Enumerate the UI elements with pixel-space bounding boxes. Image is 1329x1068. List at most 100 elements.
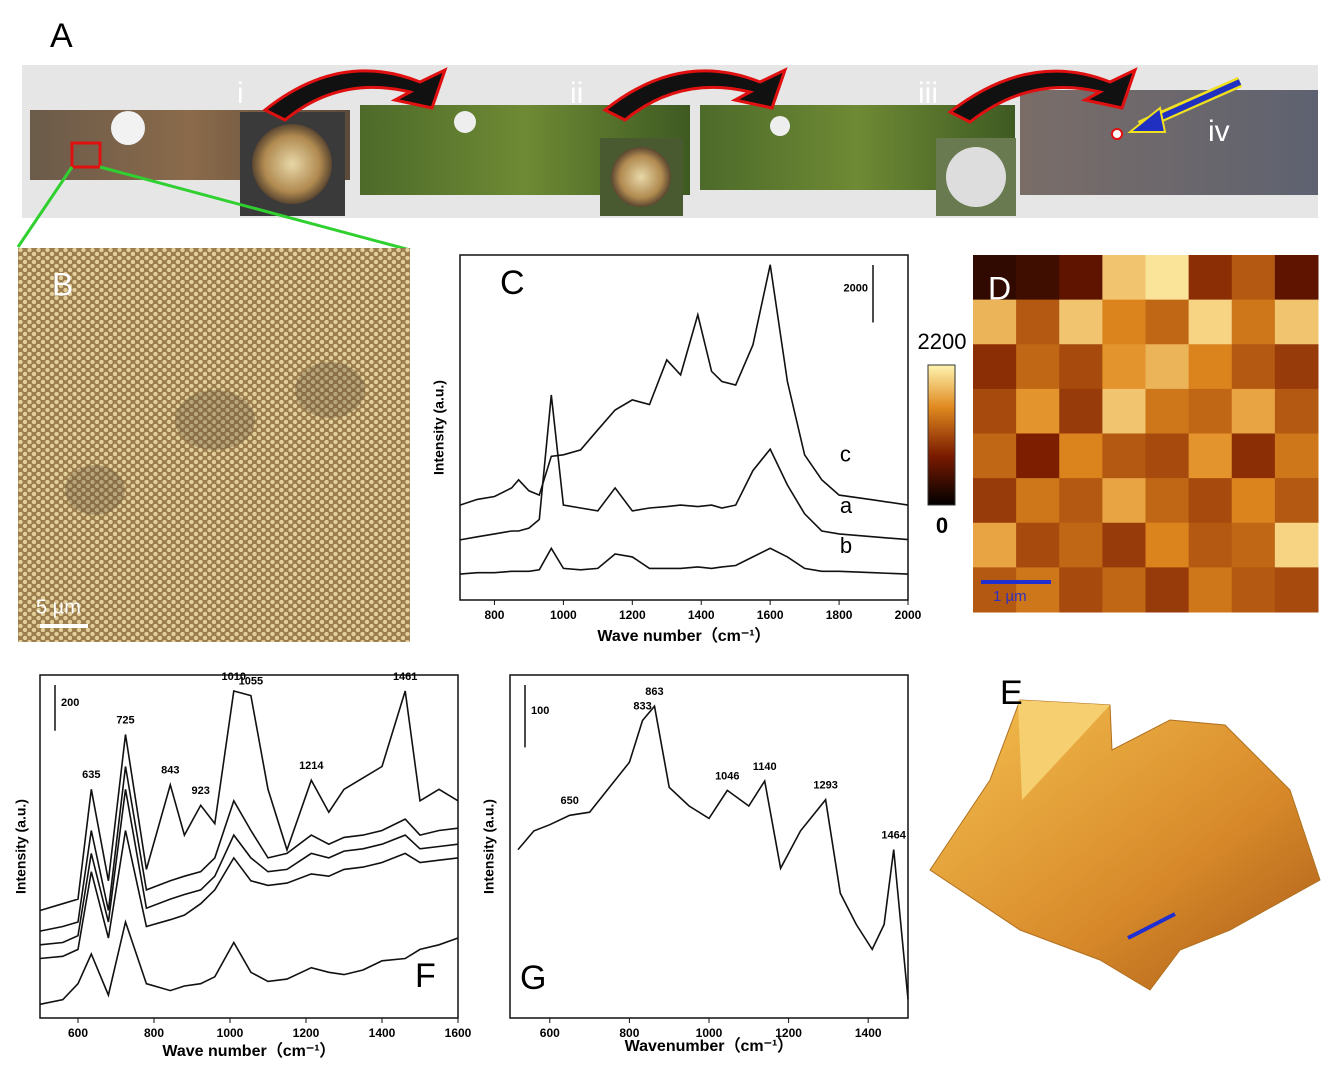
heat-cell: [1189, 478, 1233, 523]
heat-cell: [1146, 478, 1190, 523]
y-axis-label: Intensity (a.u.): [431, 380, 447, 475]
x-tick-label: 1400: [688, 608, 715, 622]
peak-label: 833: [633, 700, 651, 712]
heat-cell: [1059, 523, 1103, 568]
x-tick-label: 800: [484, 608, 504, 622]
heat-cell: [973, 389, 1017, 434]
peak-label: 1140: [753, 761, 777, 773]
heat-cell: [973, 344, 1017, 389]
x-axis-label: Wave number（cm⁻¹）: [162, 1042, 335, 1060]
y-axis-label: Intensity (a.u.): [13, 799, 29, 894]
marker: [1112, 129, 1122, 139]
series-line: [518, 706, 908, 999]
defect: [295, 362, 365, 418]
drop: [252, 124, 332, 204]
droplet: [770, 116, 790, 136]
series-label: b: [840, 533, 852, 558]
heat-cell: [1189, 389, 1233, 434]
x-tick-label: 600: [540, 1026, 560, 1040]
step-label: iii: [918, 77, 938, 110]
heat-cell: [1146, 434, 1190, 479]
panel-label: F: [415, 957, 436, 995]
panel-e: E: [930, 674, 1320, 990]
heat-cell: [973, 523, 1017, 568]
heat-cell: [1016, 523, 1060, 568]
heat-cell: [1016, 255, 1060, 300]
peak-label: 1046: [715, 770, 739, 782]
heat-cell: [1102, 255, 1146, 300]
heat-cell: [1189, 434, 1233, 479]
plot: 800100012001400160018002000Wave number（c…: [431, 255, 922, 645]
heat-cell: [1232, 344, 1276, 389]
substrate: [1020, 90, 1318, 195]
panel-label: D: [988, 270, 1011, 306]
heat-cell: [1059, 567, 1103, 612]
step-label: iv: [1208, 115, 1230, 148]
heat-cell: [1275, 255, 1319, 300]
series-line: [460, 265, 908, 505]
heat-cell: [1232, 389, 1276, 434]
x-tick-label: 1000: [550, 608, 577, 622]
x-tick-label: 1200: [293, 1026, 320, 1040]
colorbar: [928, 365, 955, 505]
panel-label: B: [52, 266, 73, 302]
x-tick-label: 1600: [445, 1026, 472, 1040]
heat-cell: [1275, 567, 1319, 612]
heat-cell: [1102, 344, 1146, 389]
panel-a: A i ii iii iv: [18, 17, 1318, 250]
colorbar-label: 2200: [918, 329, 967, 354]
peak-label: 1055: [239, 675, 263, 687]
defect: [175, 390, 255, 450]
step-label: i: [237, 77, 244, 110]
heat-cell: [1189, 523, 1233, 568]
peak-label: 1464: [881, 830, 906, 842]
heat-cell: [1059, 344, 1103, 389]
heat-cell: [1102, 389, 1146, 434]
scale-bar-label: 2000: [844, 283, 868, 295]
heat-cell: [1275, 434, 1319, 479]
x-tick-label: 1000: [217, 1026, 244, 1040]
plot-frame: [510, 675, 908, 1018]
heat-cell: [1059, 255, 1103, 300]
peak-label: 1214: [299, 760, 324, 772]
heat-cell: [1275, 300, 1319, 345]
scale-bar-label: 100: [531, 705, 549, 717]
heat-cell: [1146, 255, 1190, 300]
x-tick-label: 1400: [369, 1026, 396, 1040]
heat-cell: [1016, 389, 1060, 434]
scale-bar-label: 200: [61, 697, 79, 709]
heat-cell: [1016, 478, 1060, 523]
heat-cell: [1059, 300, 1103, 345]
heat-cell: [1189, 255, 1233, 300]
x-axis-label: Wave number（cm⁻¹）: [597, 627, 770, 645]
series-line: [40, 789, 458, 945]
heat-cell: [973, 434, 1017, 479]
heat-cell: [1102, 478, 1146, 523]
heat-cell: [1059, 389, 1103, 434]
heat-cell: [1275, 389, 1319, 434]
heatmap: D 1 µm 0 2200: [918, 255, 1319, 613]
heat-cell: [973, 478, 1017, 523]
peak-label: 863: [645, 686, 663, 698]
heat-cell: [1232, 300, 1276, 345]
heat-cell: [1102, 434, 1146, 479]
heat-cell: [1102, 523, 1146, 568]
x-axis-label: Wavenumber（cm⁻¹）: [625, 1037, 794, 1055]
heat-cell: [1146, 389, 1190, 434]
heat-cell: [1232, 567, 1276, 612]
x-tick-label: 600: [68, 1026, 88, 1040]
heat-cell: [1146, 523, 1190, 568]
y-axis-label: Intensity (a.u.): [481, 799, 497, 894]
panel-b: B 5 µm: [18, 248, 410, 642]
drop: [611, 147, 671, 207]
peak-label: 923: [192, 785, 210, 797]
colorbar-label: 0: [936, 513, 948, 538]
peak-label: 635: [82, 769, 100, 781]
peak-label: 650: [561, 795, 579, 807]
peak-label: 1461: [393, 671, 417, 683]
heat-cell: [1232, 255, 1276, 300]
heat-cell: [1059, 434, 1103, 479]
scale-label: 1 µm: [993, 588, 1027, 605]
heat-cell: [1016, 434, 1060, 479]
